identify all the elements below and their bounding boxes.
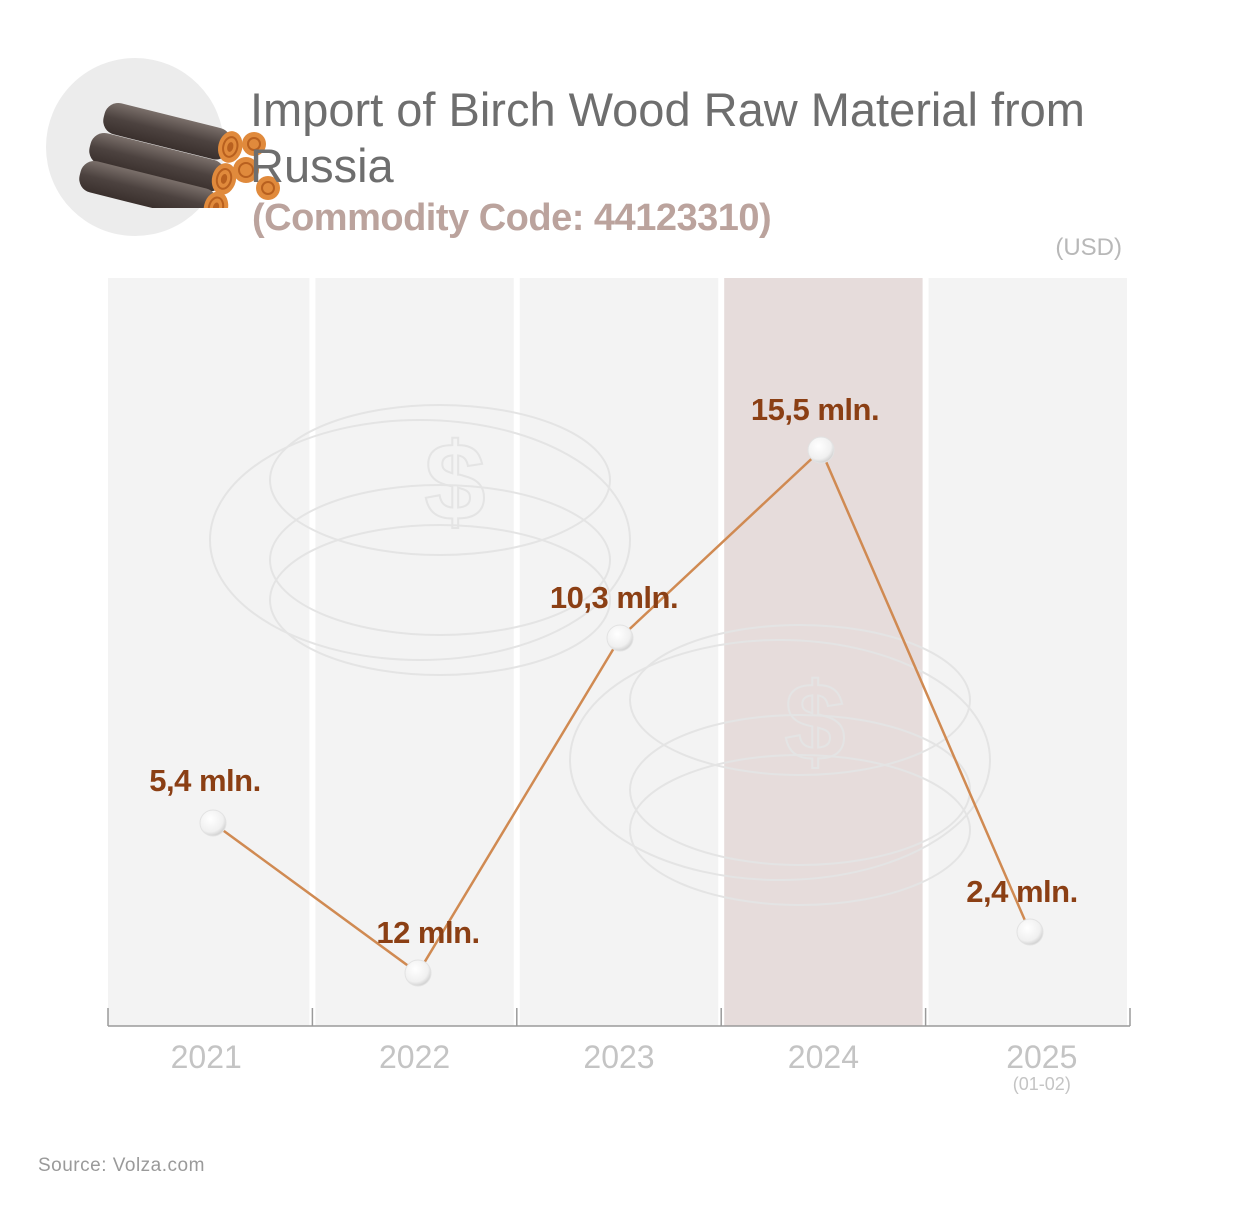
x-tick-label-2024: 2024 — [788, 1039, 859, 1075]
chart-header: Import of Birch Wood Raw Material from R… — [0, 0, 1240, 270]
icon-badge — [46, 58, 280, 236]
data-point-2021 — [199, 809, 227, 837]
x-tick-label-2023: 2023 — [583, 1039, 654, 1075]
data-labels: 5,4 mln. 12 mln. 10,3 mln. 15,5 mln. 2,4 mln… — [149, 392, 1078, 950]
data-label-2024: 15,5 mln. — [751, 392, 879, 427]
data-point-2025 — [1016, 918, 1044, 946]
column-2025 — [928, 278, 1127, 1026]
data-point-2024 — [807, 436, 835, 464]
data-point-2023 — [606, 624, 634, 652]
wood-logs-icon — [79, 102, 280, 208]
source-note: Source: Volza.com — [38, 1155, 205, 1176]
x-tick-label-2025: 2025 — [1006, 1039, 1077, 1075]
chart-subtitle: (Commodity Code: 44123310) — [252, 197, 772, 239]
svg-text:$: $ — [424, 421, 485, 544]
x-tick-label-2022: 2022 — [379, 1039, 450, 1075]
column-2024 — [724, 278, 923, 1026]
svg-text:$: $ — [784, 661, 845, 784]
x-tick-sublabel-2025: (01-02) — [1013, 1074, 1071, 1094]
unit-label: (USD) — [1055, 234, 1122, 261]
data-label-2025: 2,4 mln. — [966, 874, 1077, 909]
data-label-2023: 10,3 mln. — [550, 580, 678, 615]
data-point-2022 — [404, 959, 432, 987]
x-tick-labels: 2021 2022 2023 2024 2025(01-02) — [171, 1039, 1078, 1094]
category-columns — [108, 278, 1127, 1026]
coins-watermark-icon: $ $ — [209, 404, 991, 906]
x-axis — [107, 1008, 1131, 1027]
chart-title: Import of Birch Wood Raw Material from R… — [250, 83, 1085, 192]
data-label-2022: 12 mln. — [376, 915, 479, 950]
line-chart: $ $ 2021 2022 2023 2024 2025(01-02) 5,4 mln.… — [107, 278, 1131, 1094]
data-label-2021: 5,4 mln. — [149, 763, 260, 798]
data-points — [199, 436, 1044, 987]
column-2021 — [108, 278, 310, 1026]
x-tick-label-2021: 2021 — [171, 1039, 242, 1075]
